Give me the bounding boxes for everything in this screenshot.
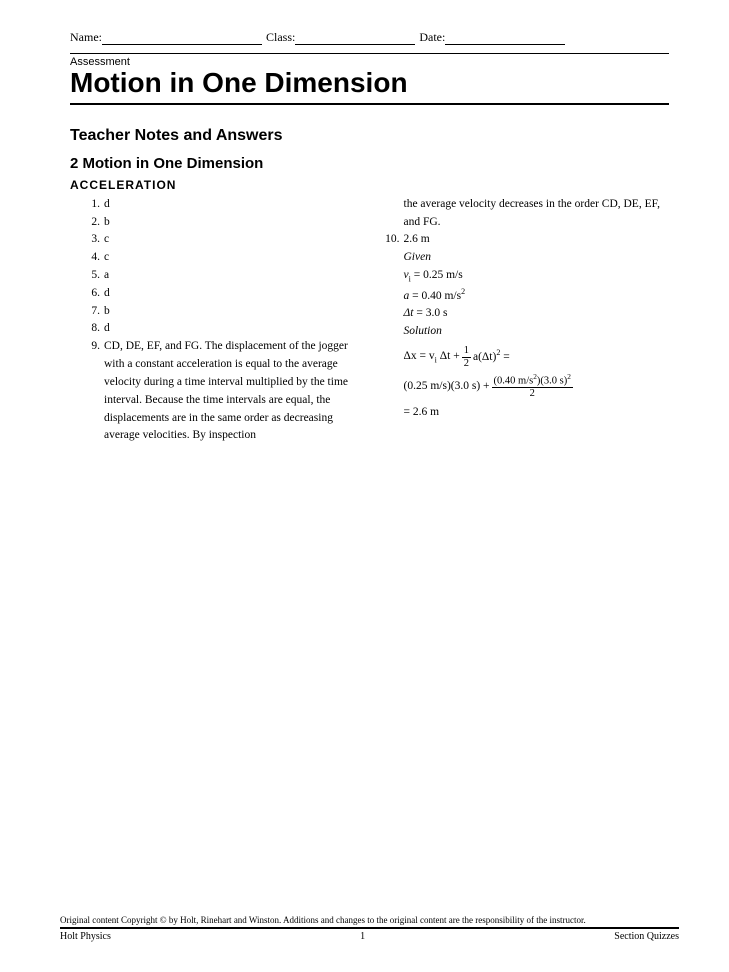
- answer-text: b: [104, 303, 358, 321]
- footer-center: 1: [360, 931, 365, 942]
- column-right: the average velocity decreases in the or…: [382, 196, 670, 445]
- eq1-rhs: a(Δt)2 =: [473, 347, 510, 367]
- frac-bot: 2: [528, 388, 537, 400]
- frac-top: (0.40 m/s2)(3.0 s)2: [492, 373, 573, 388]
- eq2-fraction: (0.40 m/s2)(3.0 s)2 2: [492, 373, 573, 400]
- footer-row: Holt Physics 1 Section Quizzes: [60, 929, 679, 942]
- title-block: Assessment Motion in One Dimension: [70, 53, 669, 105]
- answer-item: 8.d: [82, 320, 358, 338]
- answer-number: 8.: [82, 320, 100, 338]
- header-fields: Name: Class: Date:: [70, 30, 669, 45]
- answer-item: 4.c: [82, 249, 358, 267]
- answer-text: CD, DE, EF, and FG. The displacement of …: [104, 338, 358, 445]
- page-footer: Original content Copyright © by Holt, Ri…: [60, 915, 679, 942]
- date-field-group: Date:: [419, 30, 565, 45]
- class-field-group: Class:: [266, 30, 415, 45]
- answer-number: 5.: [82, 267, 100, 285]
- answer-number: 3.: [82, 231, 100, 249]
- vi-val: = 0.25 m/s: [411, 269, 463, 281]
- eq2-part1: (0.25 m/s)(3.0 s) +: [404, 378, 490, 396]
- frac-bot: 2: [462, 358, 471, 370]
- answer-item: 7.b: [82, 303, 358, 321]
- teacher-notes-heading: Teacher Notes and Answers: [70, 127, 669, 145]
- answer-text: c: [104, 249, 358, 267]
- chapter-heading: 2 Motion in One Dimension: [70, 155, 669, 172]
- answer-list: 1.d 2.b 3.c 4.c 5.a 6.d 7.b 8.d 9.CD, DE…: [70, 196, 358, 445]
- a-exp: 2: [461, 287, 465, 296]
- answer-item: 10. 2.6 m: [382, 231, 670, 249]
- column-left: 1.d 2.b 3.c 4.c 5.a 6.d 7.b 8.d 9.CD, DE…: [70, 196, 358, 445]
- answer-number: 1.: [82, 196, 100, 214]
- answer-number: 6.: [82, 285, 100, 303]
- solution-label: Solution: [404, 323, 670, 341]
- main-title: Motion in One Dimension: [70, 68, 669, 99]
- answer-number: 7.: [82, 303, 100, 321]
- answer-item: 3.c: [82, 231, 358, 249]
- answer-number: 10.: [382, 231, 400, 249]
- answer-item: 9.CD, DE, EF, and FG. The displacement o…: [82, 338, 358, 445]
- answer-text: c: [104, 231, 358, 249]
- answer-text: d: [104, 320, 358, 338]
- dt-val: = 3.0 s: [413, 307, 447, 319]
- frac-top: 1: [462, 345, 471, 358]
- footer-right: Section Quizzes: [614, 931, 679, 942]
- given-label: Given: [404, 249, 670, 267]
- answer-item: 6.d: [82, 285, 358, 303]
- answer-number: 2.: [82, 214, 100, 232]
- name-underline: [102, 33, 262, 45]
- date-underline: [445, 33, 565, 45]
- answer-item: 2.b: [82, 214, 358, 232]
- answer-columns: 1.d 2.b 3.c 4.c 5.a 6.d 7.b 8.d 9.CD, DE…: [70, 196, 669, 445]
- section-heading: ACCELERATION: [70, 178, 669, 192]
- answer-text: b: [104, 214, 358, 232]
- answer-text: d: [104, 285, 358, 303]
- answer-text: 2.6 m: [404, 231, 670, 249]
- copyright-text: Original content Copyright © by Holt, Ri…: [60, 915, 679, 929]
- a-val: = 0.40 m/s: [409, 290, 461, 302]
- footer-left: Holt Physics: [60, 931, 111, 942]
- date-label: Date:: [419, 30, 445, 45]
- answer-number: 4.: [82, 249, 100, 267]
- eq1-fraction: 1 2: [462, 345, 471, 369]
- answer-text: d: [104, 196, 358, 214]
- given-block: Given vi = 0.25 m/s a = 0.40 m/s2 Δt = 3…: [382, 249, 670, 341]
- name-label: Name:: [70, 30, 102, 45]
- answer-number: 9.: [82, 338, 100, 445]
- answer-item: 5.a: [82, 267, 358, 285]
- equation-result: = 2.6 m: [382, 404, 670, 422]
- answer-9-continuation: the average velocity decreases in the or…: [382, 196, 670, 232]
- class-label: Class:: [266, 30, 295, 45]
- eq1-lhs: Δx = vi Δt +: [404, 348, 460, 367]
- equation-1: Δx = vi Δt + 1 2 a(Δt)2 =: [404, 345, 670, 369]
- class-underline: [295, 33, 415, 45]
- answer-text: a: [104, 267, 358, 285]
- given-dt: Δt = 3.0 s: [404, 305, 670, 323]
- given-a: a = 0.40 m/s2: [404, 286, 670, 306]
- given-vi: vi = 0.25 m/s: [404, 267, 670, 286]
- answer-item: 1.d: [82, 196, 358, 214]
- dt-var: Δt: [404, 307, 414, 319]
- equation-2: (0.25 m/s)(3.0 s) + (0.40 m/s2)(3.0 s)2 …: [404, 373, 670, 400]
- name-field-group: Name:: [70, 30, 262, 45]
